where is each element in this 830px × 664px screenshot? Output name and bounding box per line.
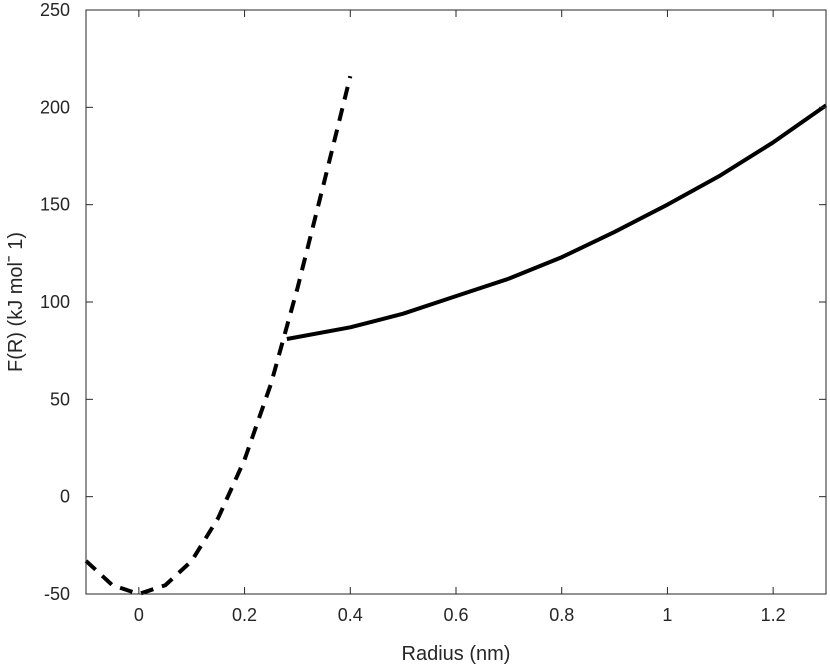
series-line-solid [286, 103, 828, 341]
x-tick-label: 0.2 [232, 605, 257, 625]
series-line-dashed [84, 75, 353, 596]
x-tick-label: 0.6 [443, 605, 468, 625]
y-tick-label: 100 [40, 292, 70, 312]
x-axis-label: Radius (nm) [402, 643, 511, 664]
series-group [84, 75, 828, 596]
y-tick-label: 50 [50, 389, 70, 409]
y-tick-label: 250 [40, 0, 70, 20]
y-tick-label: 200 [40, 97, 70, 117]
axes-frame [85, 9, 827, 595]
y-tick-label: 0 [60, 487, 70, 507]
x-tick-label: 0.8 [549, 605, 574, 625]
x-tick-label: 1 [662, 605, 672, 625]
y-axis-label: F(R) (kJ molˉ 1) [5, 232, 27, 372]
y-tick-label: 150 [40, 195, 70, 215]
x-axis-ticks: 0 0.2 0.4 0.6 0.8 1 1.2 [134, 10, 786, 625]
x-tick-label: 0.4 [338, 605, 363, 625]
axes-box [85, 9, 827, 595]
x-tick-label: 1.2 [761, 605, 786, 625]
x-tick-label: 0 [134, 605, 144, 625]
y-axis-ticks: -50 0 50 100 150 200 250 [40, 0, 826, 604]
y-tick-label: -50 [44, 584, 70, 604]
